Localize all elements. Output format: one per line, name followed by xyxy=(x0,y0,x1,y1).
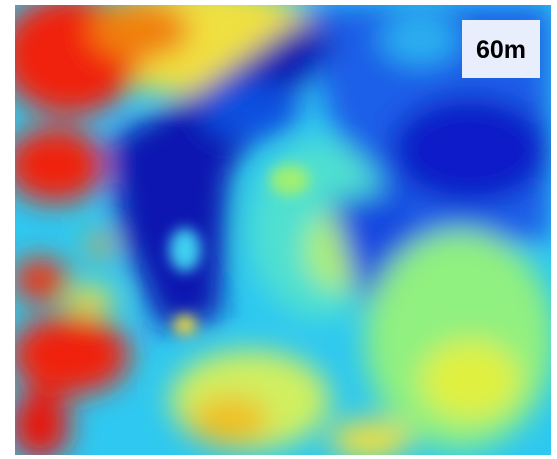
map-view: 60m xyxy=(0,0,557,459)
page: {"label": "60m"} xyxy=(0,0,557,459)
scale-label: 60m xyxy=(476,36,526,64)
